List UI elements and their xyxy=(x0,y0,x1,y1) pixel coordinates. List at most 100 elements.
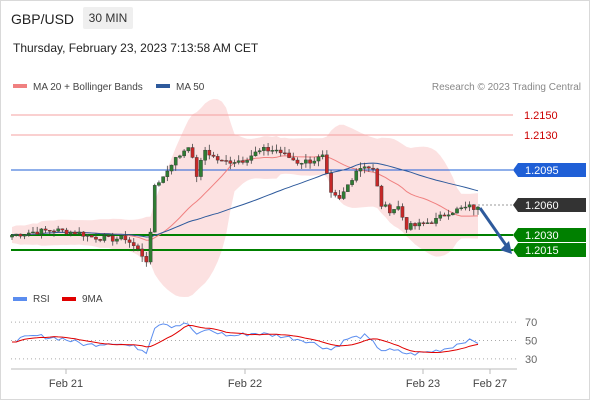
candle xyxy=(291,152,296,161)
rsi-legend-label: RSI xyxy=(33,294,50,305)
rsi-ma9-line xyxy=(12,324,479,353)
rsi-tick-label: 30 xyxy=(525,354,537,366)
candle xyxy=(354,168,359,183)
candle-body xyxy=(417,222,422,227)
candle xyxy=(329,170,333,198)
candle xyxy=(14,233,18,237)
candle xyxy=(211,151,216,159)
candle-body xyxy=(169,164,174,172)
candle-body xyxy=(203,149,207,161)
candle-body xyxy=(47,230,52,232)
candle xyxy=(182,149,186,159)
candle xyxy=(257,148,262,155)
candle-body xyxy=(287,152,291,158)
candle-body xyxy=(68,231,73,235)
candle xyxy=(253,146,258,157)
candle xyxy=(39,228,44,239)
candle xyxy=(131,238,136,252)
candle-body xyxy=(60,228,65,231)
candle-body xyxy=(333,192,338,196)
candle xyxy=(249,150,254,164)
candle-body xyxy=(199,159,203,177)
candle-body xyxy=(94,236,98,240)
candle-body xyxy=(245,160,249,163)
candle xyxy=(207,144,212,160)
candle-body xyxy=(463,206,468,209)
candle-body xyxy=(182,150,186,157)
candle xyxy=(52,229,56,237)
candle xyxy=(467,201,472,212)
candle-body xyxy=(346,184,350,192)
rsi-panel: 70 50 30 xyxy=(11,317,537,366)
candle xyxy=(446,209,451,220)
candle-body xyxy=(266,147,270,152)
candle-body xyxy=(241,160,245,163)
rsi-legend-swatch xyxy=(13,297,27,301)
candle-body xyxy=(270,150,275,152)
timeframe-badge[interactable]: 30 MIN xyxy=(83,7,133,29)
candle-body xyxy=(341,191,346,199)
candle xyxy=(266,143,270,156)
candle xyxy=(274,144,279,154)
candle xyxy=(304,154,308,168)
candle xyxy=(438,211,443,221)
rsi-tick-label: 70 xyxy=(525,317,537,329)
candle-body xyxy=(451,212,455,216)
chart-datetime: Thursday, February 23, 2023 7:13:58 AM C… xyxy=(13,41,259,55)
candle-body xyxy=(459,207,464,210)
candle xyxy=(123,231,128,244)
level-tag-5 xyxy=(513,243,586,257)
candle-body xyxy=(278,149,283,154)
candle-body xyxy=(215,156,220,161)
candle xyxy=(161,176,165,184)
candle xyxy=(232,159,237,168)
ma50-legend-swatch xyxy=(156,84,170,88)
candle xyxy=(333,189,338,198)
candle-body xyxy=(316,156,321,162)
candle-body xyxy=(396,206,401,210)
ma20-legend-swatch xyxy=(13,84,27,88)
ma9-legend-label: 9MA xyxy=(82,294,103,305)
candle-body xyxy=(350,180,354,185)
candle xyxy=(194,154,199,183)
candle-body xyxy=(77,231,81,235)
candle-body xyxy=(22,234,27,237)
candle-body xyxy=(89,235,94,238)
candle-body xyxy=(73,231,77,235)
candle xyxy=(442,212,447,217)
candle-body xyxy=(136,245,140,250)
candle-body xyxy=(295,159,300,164)
candle xyxy=(56,225,60,232)
level-label-1: 1.2130 xyxy=(524,130,558,142)
candle xyxy=(245,157,249,166)
candle xyxy=(148,228,153,265)
credit-label: Research © 2023 Trading Central xyxy=(432,82,581,93)
level-tag-3 xyxy=(513,198,586,212)
candle xyxy=(350,178,354,187)
level-label-4: 1.2030 xyxy=(525,230,559,242)
level-label-5: 1.2015 xyxy=(525,245,559,257)
candle xyxy=(31,226,35,234)
candle xyxy=(119,235,123,241)
candle-body xyxy=(207,149,212,156)
candle xyxy=(35,226,39,235)
candle-body xyxy=(35,231,39,235)
pair-title: GBP/USD xyxy=(11,11,75,27)
candle xyxy=(165,165,170,182)
candle xyxy=(459,205,464,211)
candle xyxy=(367,165,371,172)
candle-body xyxy=(194,157,199,177)
candle xyxy=(203,146,207,165)
candle xyxy=(371,164,375,173)
candle-body xyxy=(127,239,132,243)
candle-body xyxy=(26,232,31,235)
candle-body xyxy=(367,166,371,169)
candle xyxy=(236,155,241,165)
candle-body xyxy=(232,162,237,164)
candle xyxy=(199,157,203,181)
candle-body xyxy=(39,228,44,235)
candle xyxy=(60,228,65,233)
candle-body xyxy=(312,160,317,164)
candle xyxy=(140,243,144,262)
candle-body xyxy=(446,214,451,217)
